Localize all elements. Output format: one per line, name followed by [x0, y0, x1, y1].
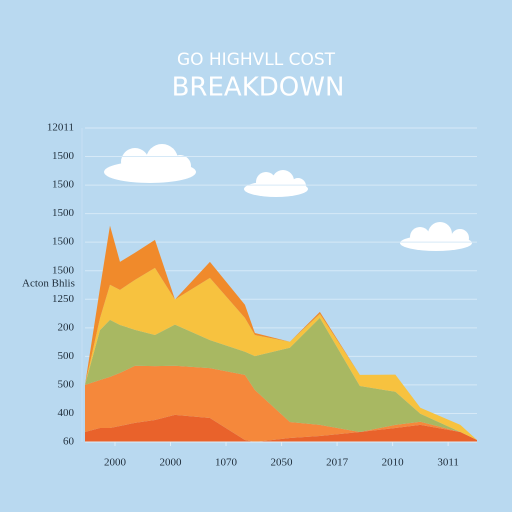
y-tick-label: 200: [58, 321, 75, 333]
chart-subtitle: BREAKDOWN: [172, 73, 345, 103]
y-tick-label: 1250: [52, 293, 75, 305]
area: [85, 317, 477, 441]
x-tick-label: 1070: [215, 457, 238, 469]
y-tick-label: 1500: [52, 150, 75, 162]
y-tick-label: 12011: [47, 122, 74, 134]
y-tick-label: 500: [58, 350, 75, 362]
chart-title: GO HIGHVLL COST: [177, 50, 336, 70]
x-tick-label: 2017: [326, 457, 349, 469]
y-tick-label: 500: [58, 378, 75, 390]
y-tick-label: 1500: [52, 207, 75, 219]
y-tick-label: 1500: [52, 264, 75, 276]
y-axis-label: Acton Bhlis: [22, 278, 75, 290]
x-tick-label: 2000: [160, 457, 183, 469]
y-tick-label: 1500: [52, 179, 75, 191]
clouds: [104, 144, 472, 251]
area: [85, 414, 477, 442]
x-tick-label: 2050: [271, 457, 294, 469]
y-tick-label: 60: [63, 436, 75, 448]
area: [85, 365, 477, 442]
x-tick-label: 2000: [104, 457, 127, 469]
area: [85, 267, 477, 441]
x-tick-label: 3011: [437, 457, 459, 469]
y-tick-label: 400: [58, 407, 75, 419]
x-tick-label: 2010: [382, 457, 405, 469]
y-tick-label: 1500: [52, 236, 75, 248]
